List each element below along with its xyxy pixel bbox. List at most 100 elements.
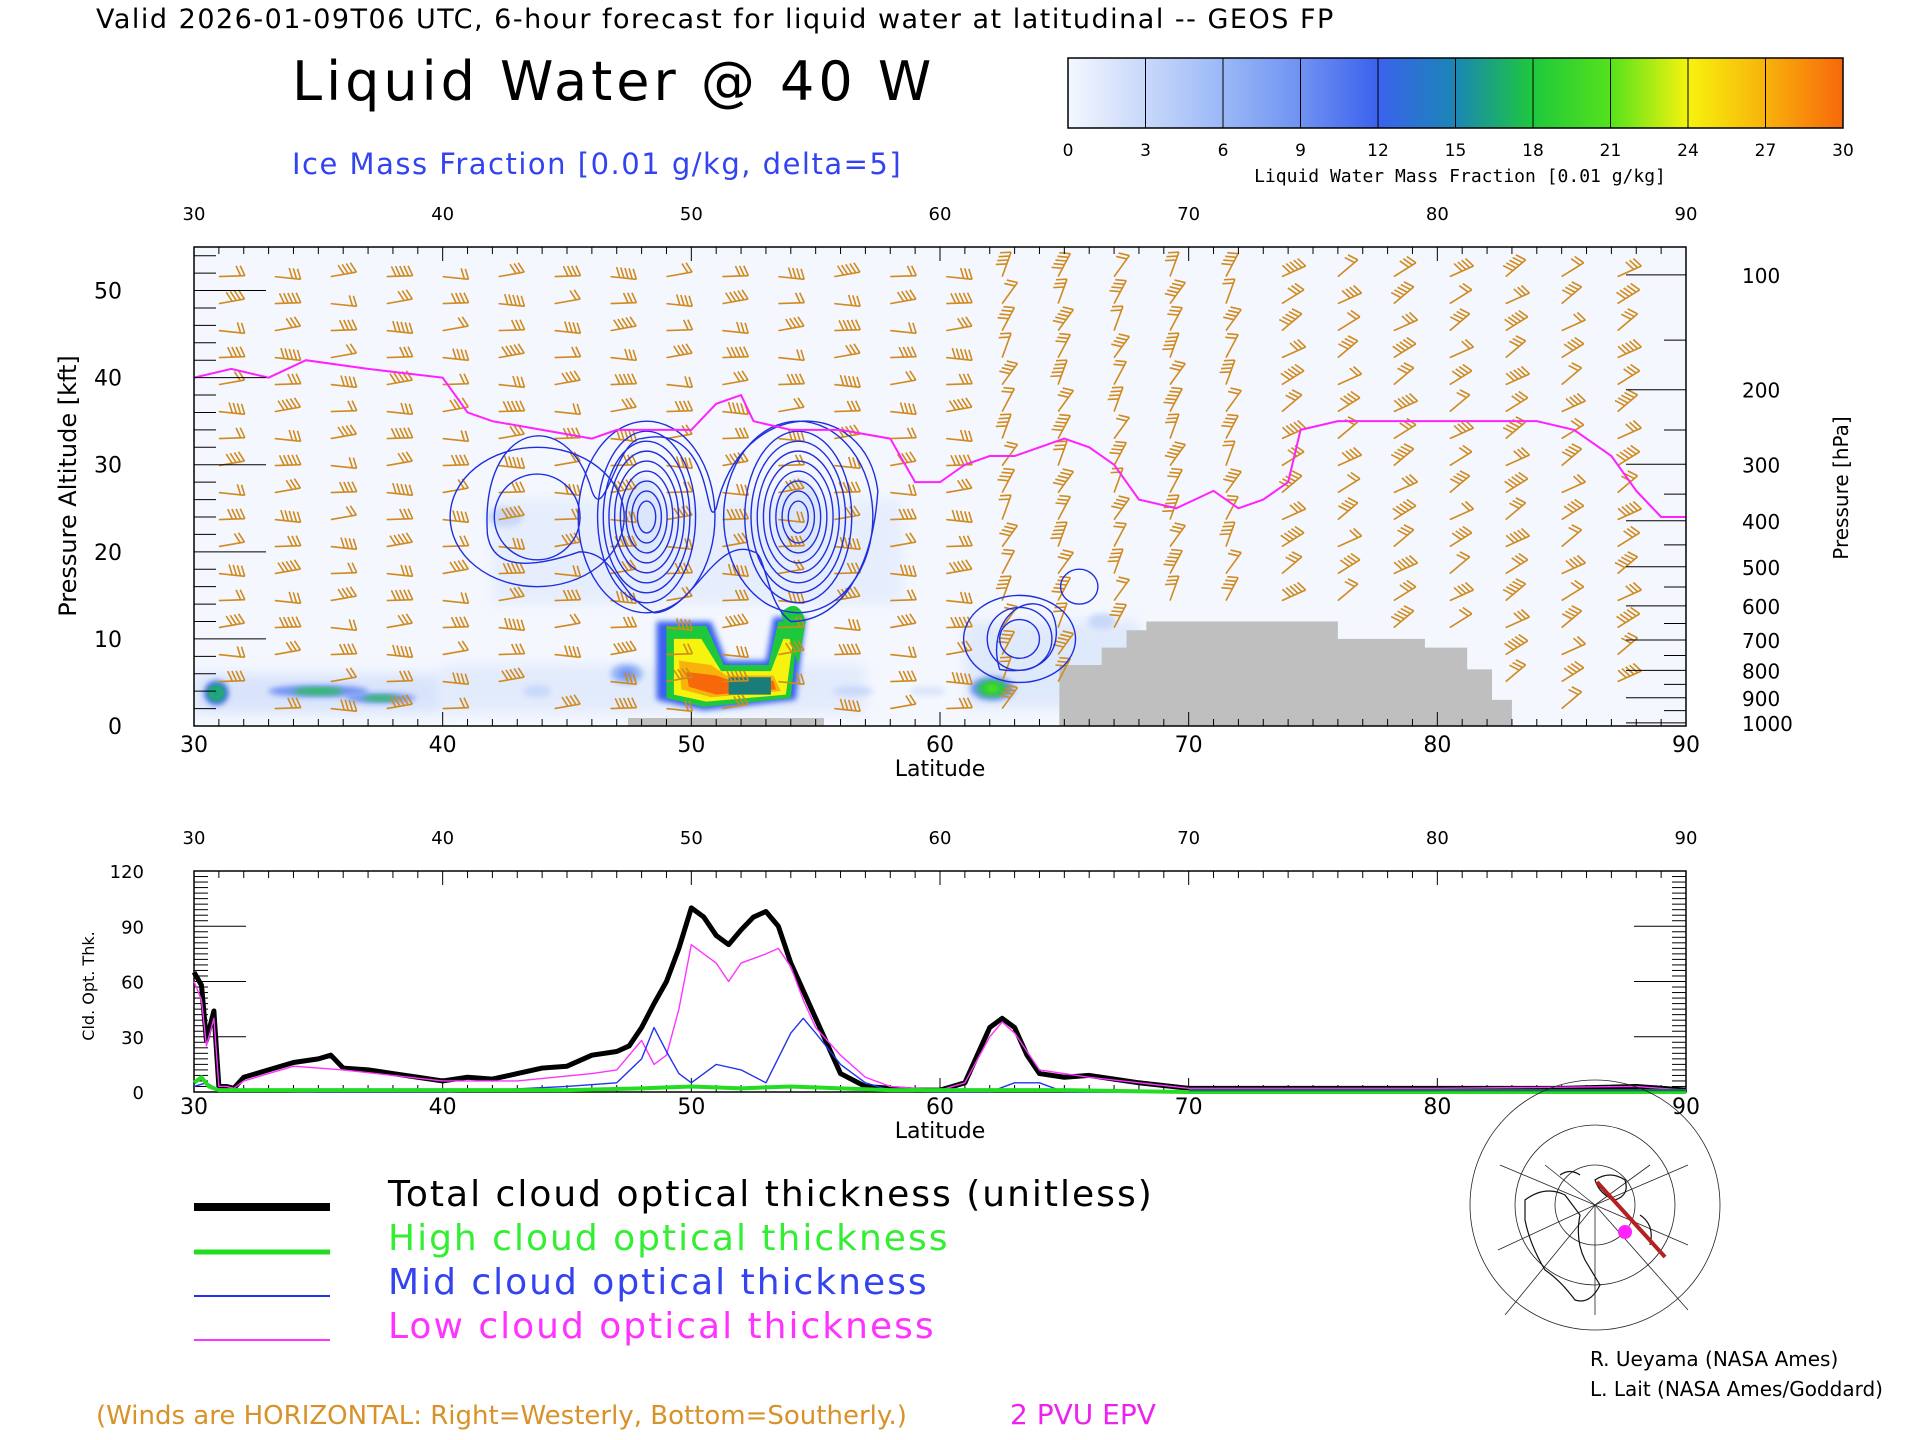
wind-barb-flag (1166, 417, 1178, 420)
terrain-strip-low (628, 718, 824, 726)
wind-barb-flag (1518, 552, 1529, 561)
wind-barb (722, 370, 749, 386)
wind-barb-flag (1164, 454, 1176, 459)
wind-barb-flag (951, 347, 957, 359)
wind-barb-flag (1338, 343, 1349, 350)
wind-barb-flag (404, 565, 410, 577)
wind-barb-flag (502, 400, 509, 412)
wind-barb (890, 564, 917, 578)
wind-barb-flag (1223, 583, 1235, 586)
wind-barb-flag (351, 643, 358, 655)
wind-barb-flag (733, 614, 741, 625)
wind-barb-flag (1627, 470, 1638, 477)
ice-contour (596, 430, 697, 604)
wind-barb-flag (232, 564, 238, 576)
wind-barb-flag (572, 322, 578, 334)
wind-barb-flag (800, 349, 805, 361)
wind-barb-flag (343, 481, 350, 493)
wind-barb-flag (456, 510, 462, 522)
wind-barb-flag (1457, 585, 1467, 594)
wind-barb-flag (846, 643, 853, 655)
wind-barb-flag (791, 591, 797, 603)
wind-barb-flag (1227, 413, 1239, 417)
wind-barb (386, 451, 413, 467)
wind-barb-flag (687, 643, 694, 655)
wind-barb (1221, 413, 1239, 439)
ice-contour (608, 450, 685, 584)
wind-barb-flag (236, 484, 242, 496)
colorbar-tick-label: 27 (1755, 141, 1777, 161)
wind-barb-flag (733, 695, 741, 706)
wind-barb-flag (1571, 686, 1582, 693)
wind-barb-flag (1113, 282, 1125, 286)
wind-barb (554, 645, 582, 659)
wind-barb-flag (631, 697, 638, 709)
wind-barb-flag (1230, 387, 1242, 392)
wind-barb-flag (1461, 583, 1471, 593)
wind-barb-flag (1162, 510, 1174, 513)
wind-barb (1561, 255, 1585, 278)
wind-barb (330, 586, 358, 602)
wind-barb-flag (1573, 556, 1583, 566)
wind-barb-flag (1571, 443, 1582, 450)
wind-barb-flag (999, 637, 1011, 640)
wind-barb-flag (1050, 375, 1062, 378)
bottom-left-tick-label: 120 (110, 862, 144, 883)
wind-barb (1109, 602, 1127, 628)
wind-barb-flag (1118, 333, 1130, 338)
wind-barb-flag (622, 454, 629, 466)
wind-barb-flag (1219, 371, 1231, 374)
wind-barb-flag (453, 560, 461, 571)
liquid-water-blob (832, 686, 873, 697)
wind-barb (890, 346, 917, 359)
wind-barb-flag (740, 565, 745, 577)
wind-barb-flag (289, 641, 297, 652)
wind-barb (946, 478, 973, 494)
page-title: Liquid Water @ 40 W (292, 50, 935, 113)
wind-barb-flag (962, 373, 969, 385)
wind-barb-flag (1621, 313, 1632, 320)
wind-barb-flag (1051, 533, 1063, 536)
wind-barb-flag (906, 508, 913, 520)
wind-barb (386, 613, 413, 629)
wind-barb-flag (896, 291, 905, 302)
wind-barb-flag (278, 454, 285, 466)
colorbar-tick-label: 3 (1140, 141, 1151, 161)
wind-barb-flag (629, 316, 637, 327)
wind-barb-flag (738, 589, 745, 601)
wind-barb-flag (1341, 290, 1351, 299)
wind-barb-flag (461, 316, 469, 327)
wind-barb-flag (1397, 398, 1407, 407)
wind-barb-flag (280, 509, 285, 521)
wind-barb-flag (1623, 530, 1634, 538)
wind-barb-flag (237, 532, 246, 543)
wind-barb-flag (408, 403, 414, 415)
wind-barb (722, 321, 750, 335)
wind-barb-flag (502, 562, 509, 574)
wind-barb-flag (392, 644, 397, 656)
wind-barb (386, 694, 413, 710)
wind-barb (890, 427, 917, 440)
right-axis-tick-label: 500 (1742, 556, 1780, 580)
wind-barb-flag (958, 454, 965, 466)
wind-barb-flag (516, 538, 522, 550)
wind-barb (1505, 446, 1531, 467)
wind-barb (274, 397, 302, 413)
wind-barb-flag (397, 533, 405, 544)
top-panel-axes: 3030404050506060707080809090010203040501… (94, 204, 1793, 758)
wind-barb-flag (1395, 505, 1406, 514)
wind-barb-flag (999, 370, 1011, 375)
wind-barb-flag (1402, 258, 1413, 266)
wind-barb-flag (1621, 556, 1632, 563)
wind-barb-flag (1403, 443, 1415, 450)
wind-barb (442, 316, 469, 332)
wind-barb (1614, 389, 1639, 413)
wind-barb-flag (393, 534, 401, 545)
wind-barb (666, 618, 694, 632)
wind-barb-flag (408, 565, 414, 577)
bottom-panel-top-tick-label: 70 (1177, 828, 1200, 849)
wind-barb-flag (389, 373, 397, 384)
wind-barb-flag (348, 700, 354, 712)
wind-barb-flag (1171, 386, 1183, 390)
wind-barb-flag (396, 645, 401, 657)
